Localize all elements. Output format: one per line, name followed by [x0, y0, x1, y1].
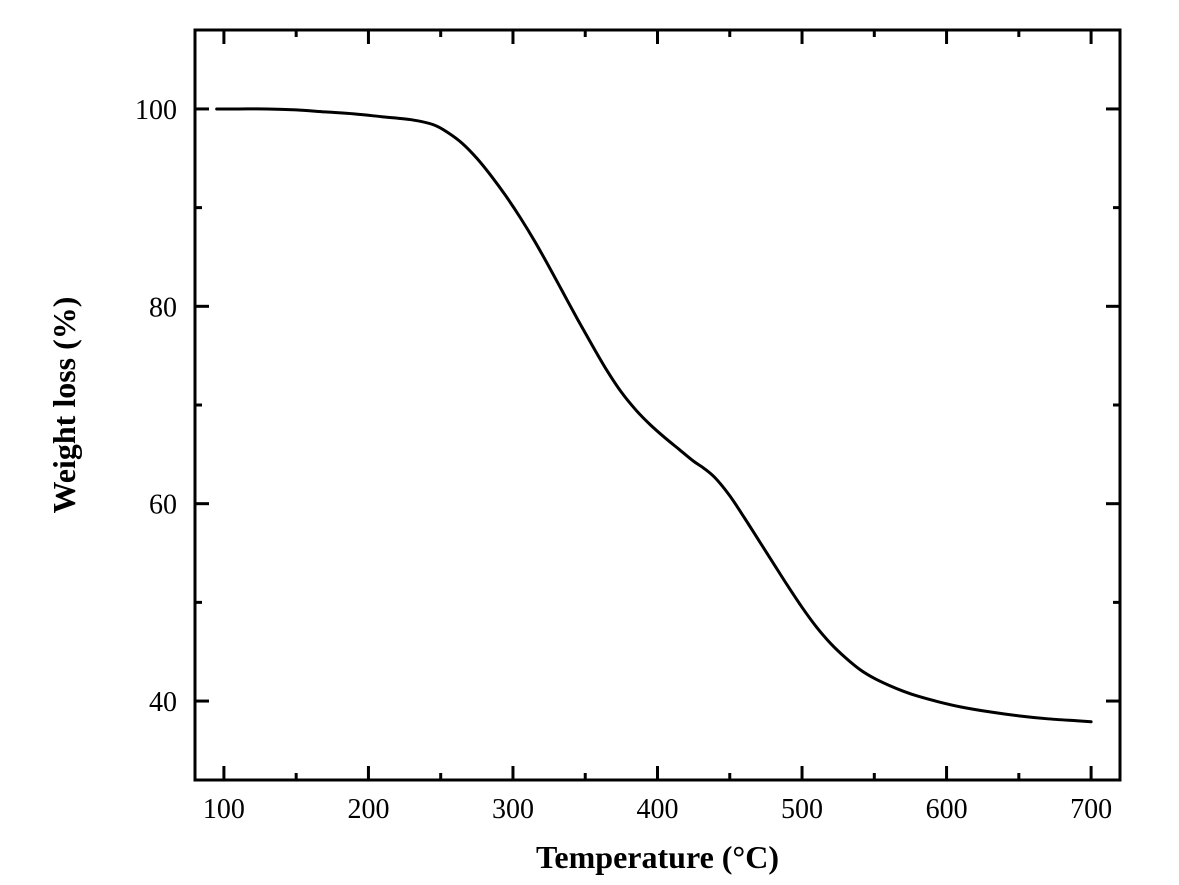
x-tick-label: 400	[637, 794, 679, 825]
y-tick-label: 80	[149, 292, 177, 323]
x-tick-label: 300	[492, 794, 534, 825]
y-tick-label: 100	[135, 95, 177, 126]
weight-loss-curve	[217, 109, 1091, 722]
x-tick-label: 600	[926, 794, 968, 825]
y-tick-label: 60	[149, 490, 177, 521]
x-tick-label: 100	[203, 794, 245, 825]
chart-svg: 100 200 300 400 500 600 700 40 60 80 100 Temperatur…	[0, 0, 1179, 885]
x-axis-label-svg: Temperature (°C)	[536, 839, 779, 875]
plot-frame	[195, 30, 1120, 780]
y-tick-label: 40	[149, 687, 177, 718]
tga-chart: 100 200 300 400 500 600 700 40 60 80 100 Temperatur…	[0, 0, 1179, 885]
x-tick-label: 200	[347, 794, 389, 825]
x-tick-label: 500	[781, 794, 823, 825]
x-tick-label: 700	[1070, 794, 1112, 825]
y-axis-label-svg: Weight loss (%)	[46, 297, 82, 514]
